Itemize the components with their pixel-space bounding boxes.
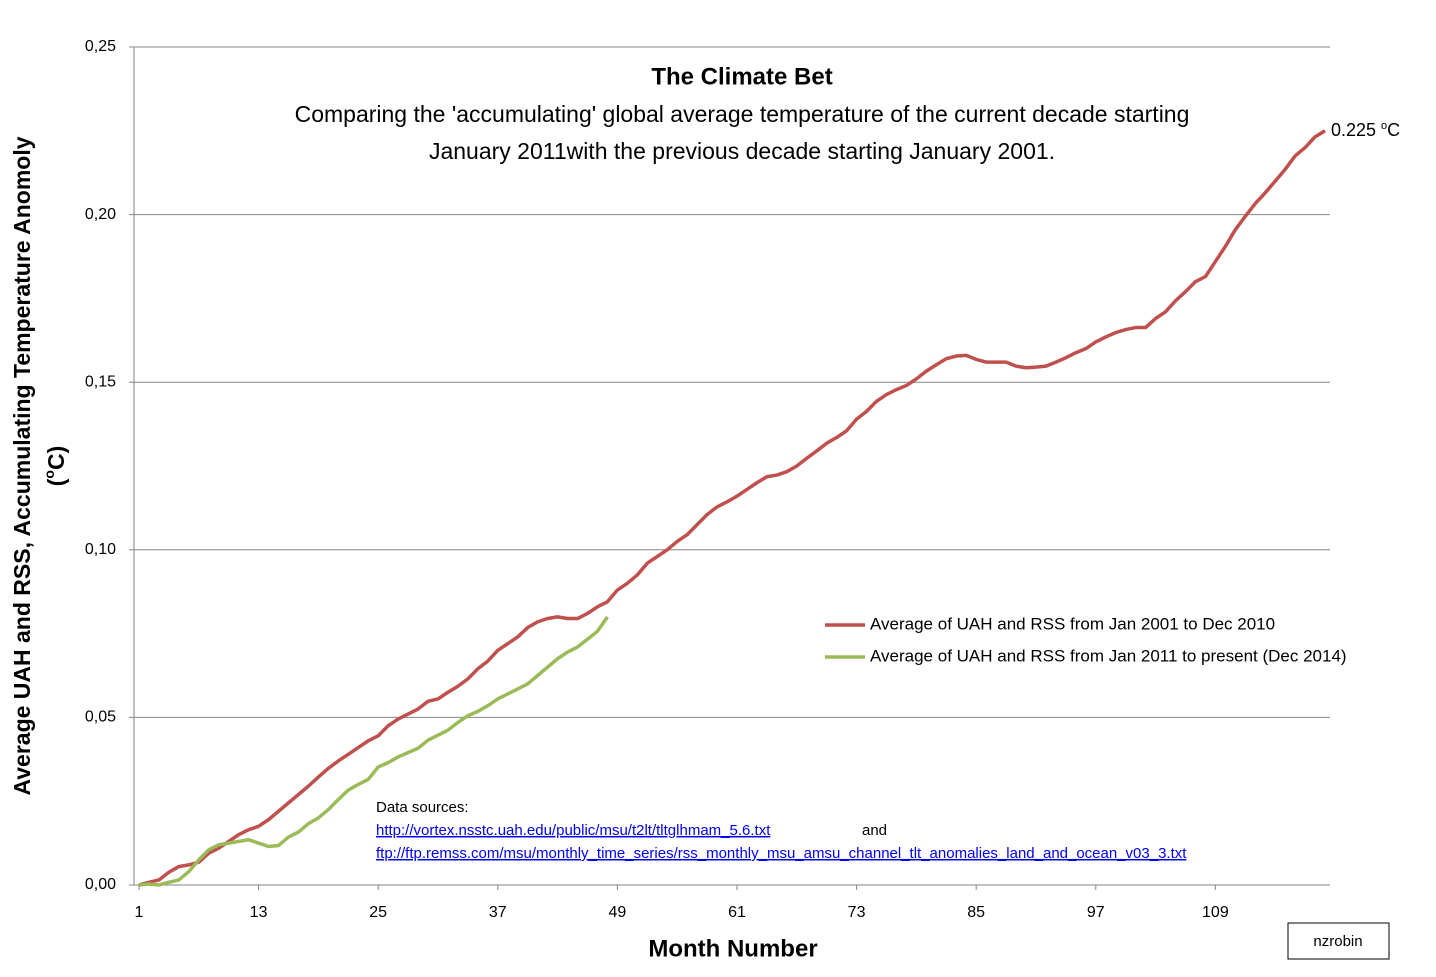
legend-label: Average of UAH and RSS from Jan 2011 to … (870, 646, 1347, 665)
chart-subtitle: Comparing the 'accumulating' global aver… (295, 101, 1190, 127)
source-link-text[interactable]: http://vortex.nsstc.uah.edu/public/msu/t… (376, 822, 771, 839)
y-tick-label: 0,10 (85, 541, 116, 558)
source-link[interactable]: http://vortex.nsstc.uah.edu/public/msu/t… (376, 822, 771, 839)
legend-label: Average of UAH and RSS from Jan 2001 to … (870, 614, 1275, 633)
x-tick-label: 25 (369, 904, 387, 921)
chart-title: The Climate Bet (651, 63, 832, 90)
source-link-text[interactable]: ftp://ftp.remss.com/msu/monthly_time_ser… (376, 845, 1187, 862)
credit: nzrobin (1313, 933, 1362, 950)
y-axis-title: Average UAH and RSS, Accumulating Temper… (9, 136, 35, 795)
y-axis-unit: (oC) (41, 446, 69, 487)
y-unit-open: ( (43, 478, 69, 486)
sources-heading: Data sources: (376, 799, 469, 816)
y-unit-sup: o (41, 470, 57, 479)
x-tick-label: 61 (728, 904, 746, 921)
end-value: 0.225 (1331, 120, 1376, 140)
y-tick-label: 0,05 (85, 709, 116, 726)
y-tick-label: 0,15 (85, 373, 116, 390)
x-tick-label: 97 (1087, 904, 1105, 921)
end-label: 0.225 oC (1331, 120, 1400, 140)
x-tick-label: 49 (608, 904, 626, 921)
x-tick-label: 1 (135, 904, 144, 921)
chart-subtitle: January 2011with the previous decade sta… (429, 138, 1055, 164)
y-tick-label: 0,00 (85, 876, 116, 893)
sources-joiner: and (862, 822, 887, 839)
series-line (138, 615, 609, 887)
x-tick-label: 13 (250, 904, 268, 921)
series-line (138, 129, 1326, 887)
x-tick-label: 109 (1202, 904, 1229, 921)
end-sup: o (1381, 120, 1387, 132)
source-link[interactable]: ftp://ftp.remss.com/msu/monthly_time_ser… (376, 845, 1187, 862)
x-tick-label: 85 (967, 904, 985, 921)
y-unit-close: C) (43, 446, 69, 470)
x-tick-label: 73 (848, 904, 866, 921)
end-unit: C (1387, 120, 1400, 140)
x-tick-label: 37 (489, 904, 507, 921)
credit-box (1287, 922, 1390, 960)
x-axis-title: Month Number (648, 935, 817, 962)
y-tick-label: 0,25 (85, 38, 116, 55)
y-tick-label: 0,20 (85, 206, 116, 223)
